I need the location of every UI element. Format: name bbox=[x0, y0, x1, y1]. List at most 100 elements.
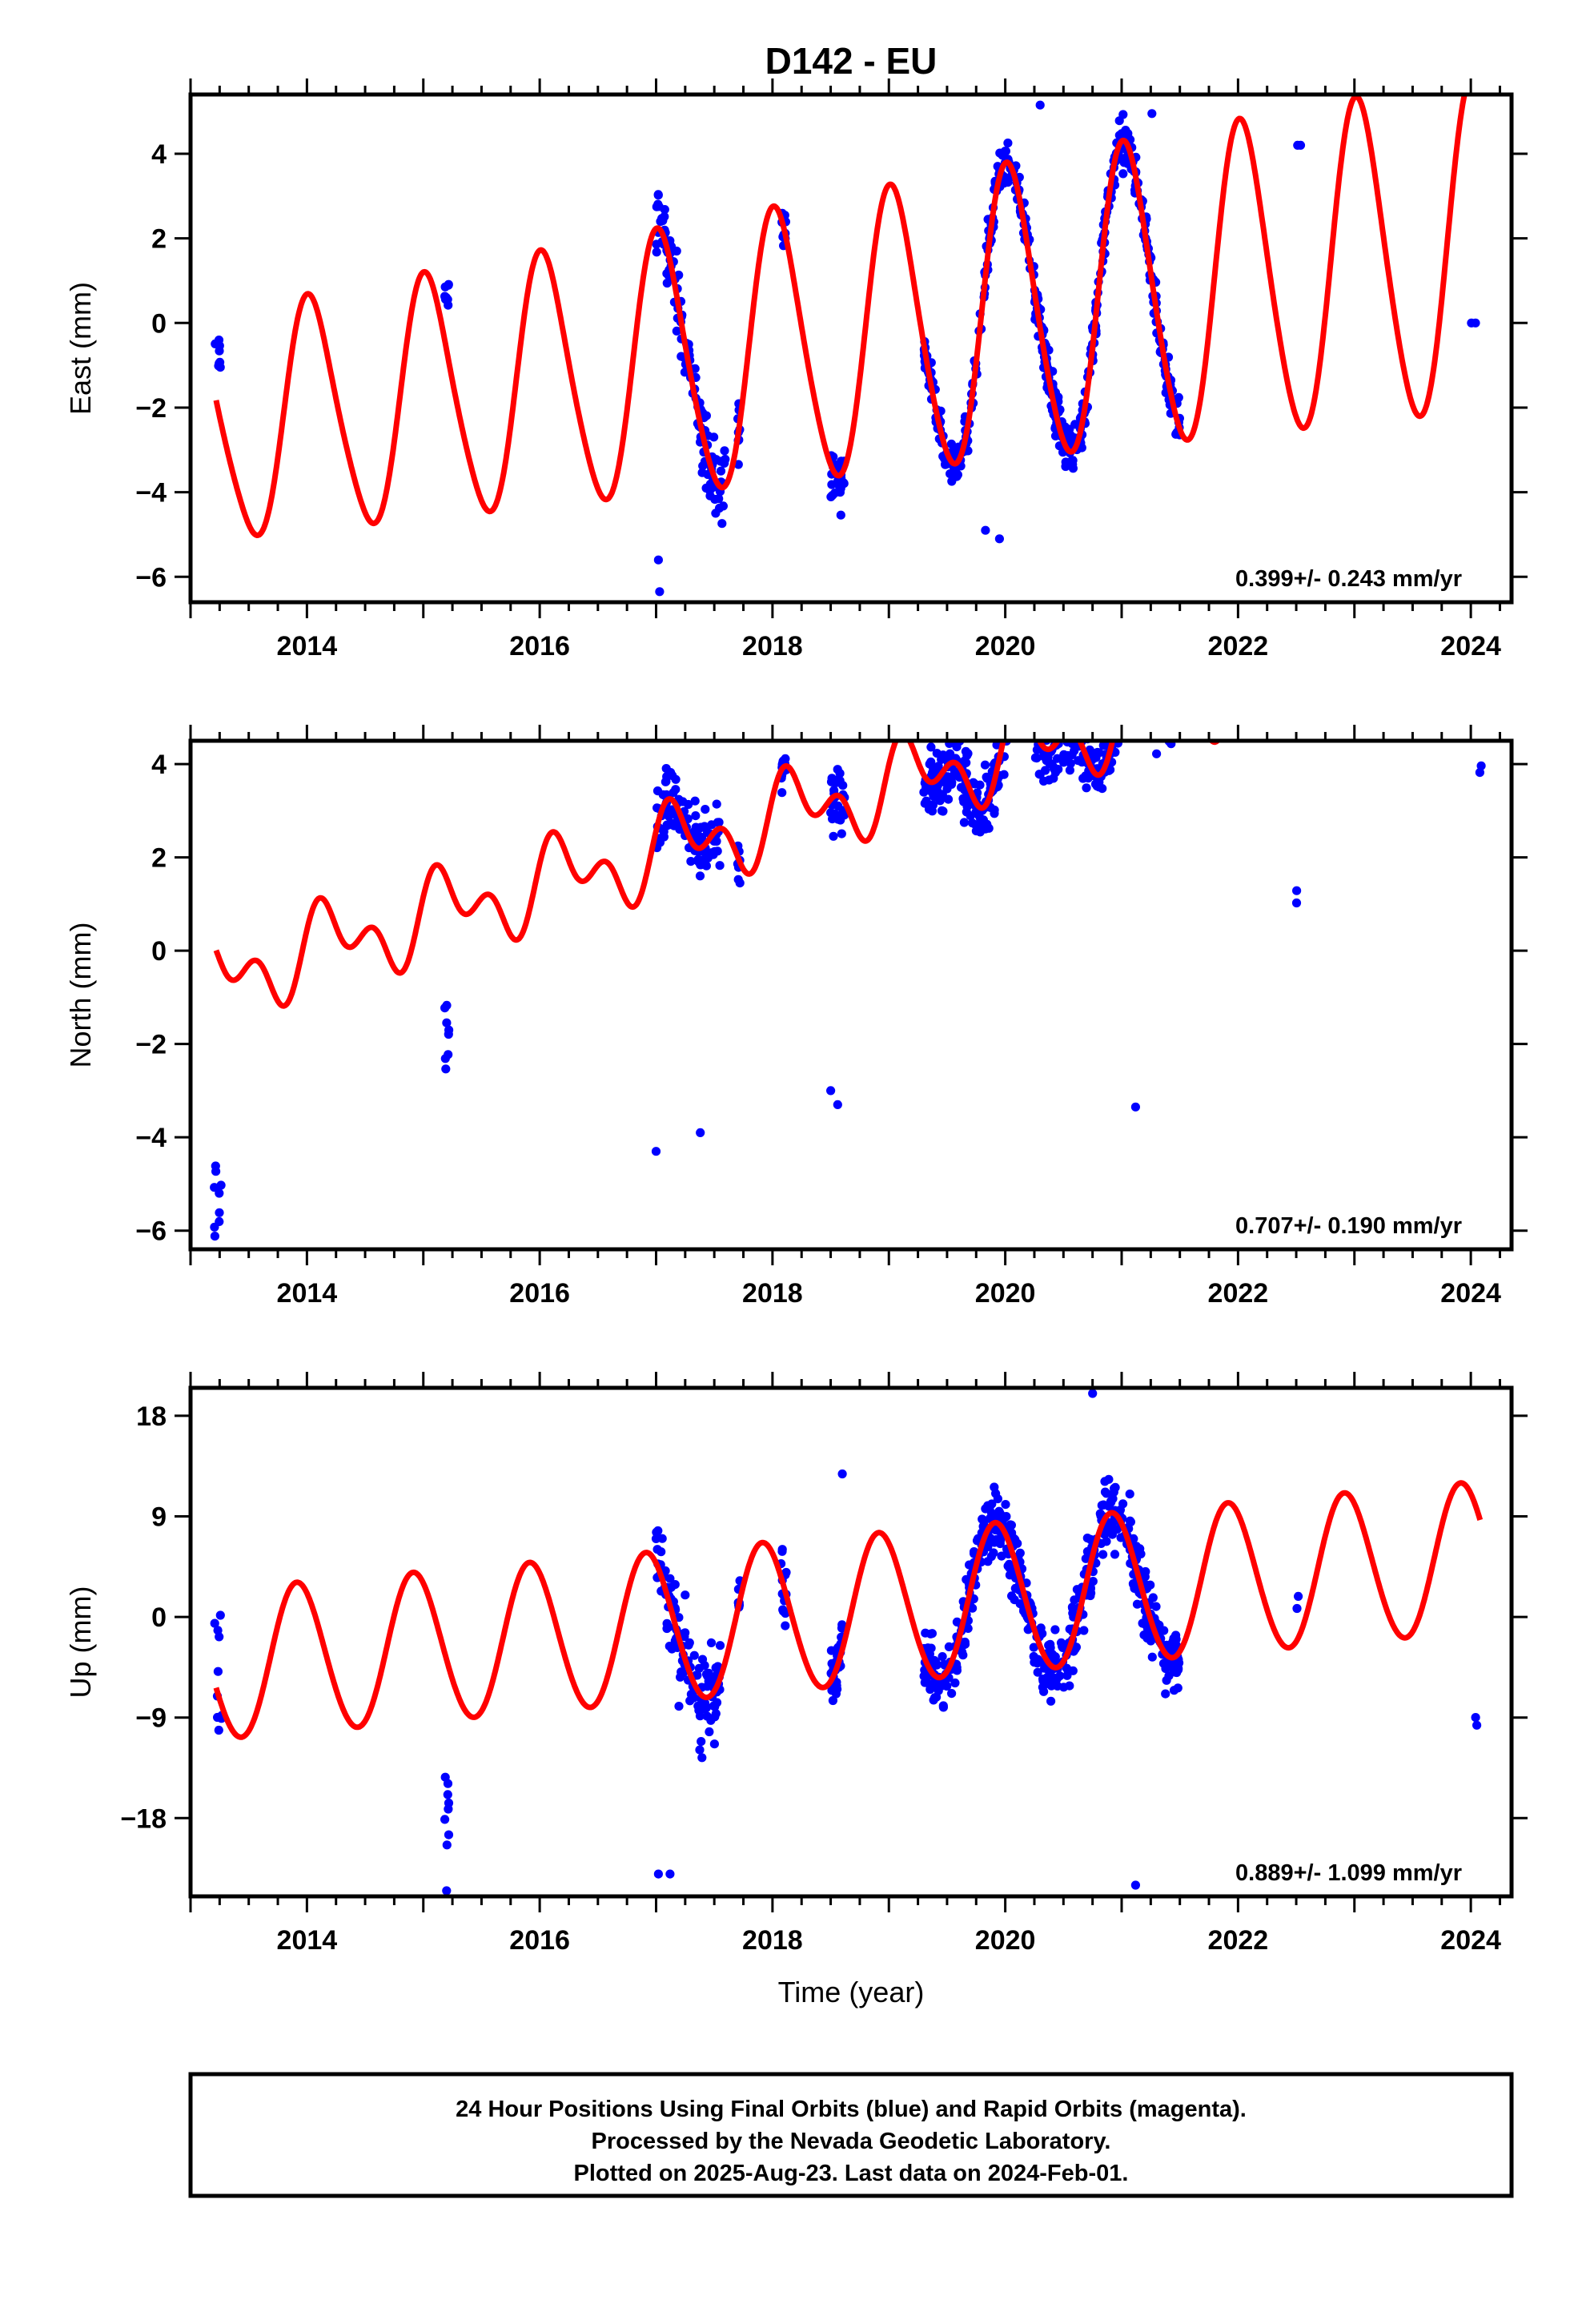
data-point bbox=[1118, 708, 1126, 717]
data-point bbox=[1141, 673, 1150, 682]
data-point bbox=[983, 1501, 993, 1510]
data-point bbox=[652, 202, 661, 211]
y-tick-label: −9 bbox=[135, 1703, 167, 1734]
x-tick-label: 2018 bbox=[742, 631, 803, 661]
data-point bbox=[1132, 655, 1141, 664]
data-point bbox=[1010, 713, 1018, 722]
data-point bbox=[1130, 673, 1139, 682]
data-point bbox=[681, 1590, 690, 1600]
data-point bbox=[1158, 697, 1166, 706]
data-point bbox=[1138, 662, 1147, 671]
data-point bbox=[1033, 720, 1042, 729]
data-point bbox=[958, 1647, 967, 1657]
data-point bbox=[1013, 710, 1022, 718]
data-point bbox=[919, 787, 929, 797]
data-point bbox=[706, 1638, 717, 1647]
data-point bbox=[1081, 771, 1090, 781]
data-point bbox=[1142, 689, 1150, 698]
data-point bbox=[942, 784, 952, 794]
data-point bbox=[440, 1815, 450, 1824]
data-point bbox=[1154, 730, 1163, 738]
data-point bbox=[997, 717, 1006, 726]
data-point bbox=[836, 510, 845, 520]
data-point bbox=[685, 1638, 694, 1647]
data-point bbox=[1026, 699, 1035, 708]
plot-area bbox=[210, 650, 1486, 1241]
data-point bbox=[1161, 718, 1170, 727]
data-point bbox=[1171, 1630, 1181, 1640]
data-point bbox=[1044, 775, 1054, 785]
data-point bbox=[1070, 726, 1079, 735]
model-curve bbox=[213, 1480, 1484, 1740]
data-point-outlier bbox=[1152, 749, 1162, 758]
data-point bbox=[1043, 718, 1052, 727]
data-point bbox=[1033, 1659, 1042, 1668]
data-point bbox=[1068, 697, 1077, 706]
data-point bbox=[661, 777, 671, 786]
data-point bbox=[1114, 716, 1123, 725]
data-point bbox=[444, 1050, 453, 1059]
data-point bbox=[1133, 650, 1142, 659]
data-point bbox=[707, 820, 717, 830]
data-point bbox=[695, 1745, 705, 1755]
data-point bbox=[1121, 685, 1130, 694]
data-point bbox=[1106, 1497, 1116, 1506]
data-point bbox=[1130, 687, 1138, 696]
data-point bbox=[1294, 1591, 1303, 1601]
y-tick-label: 0 bbox=[151, 1602, 167, 1633]
data-point bbox=[1079, 1626, 1089, 1635]
data-point bbox=[827, 774, 837, 783]
data-point bbox=[1120, 672, 1129, 681]
data-point bbox=[1044, 727, 1053, 736]
data-point bbox=[700, 1661, 709, 1671]
data-point bbox=[1050, 431, 1061, 441]
data-point bbox=[216, 1180, 226, 1190]
data-point bbox=[1074, 730, 1083, 738]
data-point bbox=[1154, 723, 1163, 732]
data-point bbox=[1118, 169, 1128, 179]
data-point bbox=[1119, 693, 1128, 702]
data-point bbox=[444, 1830, 454, 1839]
data-point bbox=[1046, 1696, 1056, 1706]
data-point bbox=[1020, 690, 1029, 698]
data-point bbox=[1012, 715, 1021, 724]
data-point bbox=[1163, 706, 1172, 714]
data-point bbox=[1118, 669, 1126, 678]
data-point bbox=[1059, 712, 1068, 721]
data-point bbox=[1175, 686, 1184, 694]
y-tick-label: 18 bbox=[136, 1401, 167, 1432]
data-point bbox=[1160, 683, 1169, 692]
data-point bbox=[1002, 717, 1011, 726]
data-point bbox=[674, 1702, 684, 1711]
data-point bbox=[1036, 726, 1045, 735]
data-point bbox=[1122, 685, 1130, 694]
data-point bbox=[978, 1514, 987, 1524]
data-point bbox=[833, 765, 842, 774]
data-point bbox=[1039, 730, 1048, 739]
data-point bbox=[678, 797, 688, 806]
data-point bbox=[1118, 110, 1128, 119]
data-point bbox=[996, 1535, 1006, 1545]
data-point bbox=[660, 205, 669, 215]
data-point-outlier bbox=[837, 1469, 847, 1479]
data-point bbox=[1152, 713, 1161, 722]
data-point bbox=[1152, 719, 1161, 728]
data-point bbox=[1155, 707, 1164, 716]
data-point bbox=[1081, 1554, 1090, 1563]
data-point-outlier bbox=[1125, 1490, 1134, 1499]
data-point bbox=[1078, 704, 1086, 713]
data-point bbox=[1162, 1658, 1171, 1667]
data-point bbox=[1113, 729, 1122, 738]
data-point bbox=[1004, 690, 1013, 698]
data-point bbox=[1003, 706, 1012, 715]
data-point bbox=[1065, 1681, 1074, 1691]
data-point bbox=[1015, 687, 1024, 696]
data-point bbox=[1138, 657, 1147, 665]
data-point bbox=[1139, 678, 1148, 687]
data-point bbox=[442, 1840, 452, 1850]
data-point-outlier bbox=[981, 525, 990, 535]
data-point bbox=[1007, 728, 1016, 737]
data-point bbox=[712, 836, 721, 846]
data-point bbox=[1151, 695, 1160, 704]
